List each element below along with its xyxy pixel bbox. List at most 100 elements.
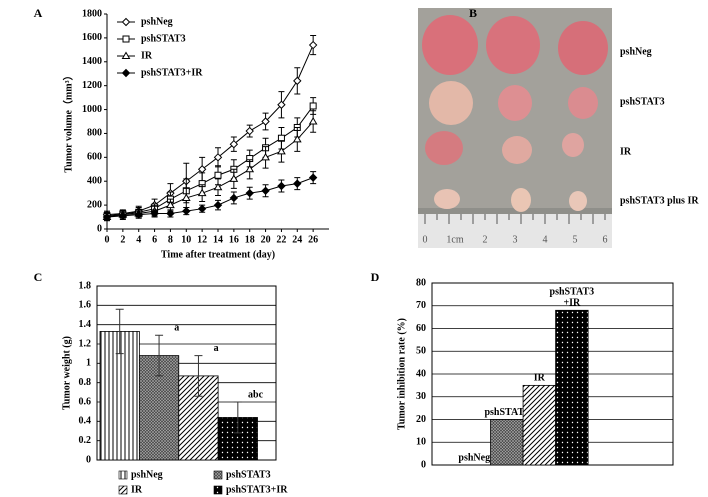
ruler-label: 4 [543,234,548,245]
marker [229,193,239,203]
photo-label: pshSTAT3 plus IR [620,195,699,206]
panel-label: B [469,6,477,20]
marker [213,182,223,191]
legend-marker [121,51,131,59]
x-tick-label: 4 [136,234,141,245]
legend-symbol [121,17,131,27]
marker [150,209,159,218]
y-tick-label: 1800 [82,8,102,19]
legend-label: pshSTAT3 [226,469,271,480]
legend-label: IR [131,484,143,495]
photo [418,8,612,248]
category-label: pshSTAT3 [550,287,595,298]
y-tick-label: 1600 [82,32,102,43]
x-axis-label: Time after treatment (day) [161,249,275,260]
y-tick-label: 1.8 [79,280,92,291]
y-tick-label: 10 [416,437,426,448]
y-axis-label: Tumor volume（mm³） [61,70,74,172]
x-tick-label: 10 [181,234,191,245]
y-tick-label: 1 [86,358,91,369]
marker [261,152,270,161]
error-bar [233,401,242,434]
marker [245,126,254,136]
marker [229,139,239,149]
marker [308,117,318,125]
y-tick-label: 1200 [82,80,102,91]
photo-label: IR [620,146,632,157]
y-tick-label: 400 [87,176,102,187]
marker [213,153,223,162]
series-line [106,105,314,217]
category-label: pshNeg [458,452,490,463]
bar [555,309,589,466]
y-tick-label: 60 [416,323,426,334]
photo-label: pshSTAT3 [620,96,665,107]
marker [197,188,207,197]
y-tick-label: 0.4 [79,416,92,427]
legend-marker [121,17,131,27]
legend-label: pshSTAT3+IR [141,67,203,78]
panel-label: C [34,270,43,284]
marker [309,102,317,110]
y-tick-label: 40 [416,368,426,379]
y-tick-label: 1.4 [79,319,92,330]
x-tick-label: 14 [213,234,223,245]
marker [277,146,286,155]
marker [213,200,223,210]
y-tick-label: 1.6 [79,300,92,311]
x-tick-label: 26 [308,234,318,245]
marker [102,212,112,222]
marker [245,164,255,173]
y-tick-label: 20 [416,414,426,425]
y-tick-label: 1400 [82,56,102,67]
marker [229,174,239,182]
legend-symbol [121,51,131,59]
x-tick-label: 22 [276,234,286,245]
legend-label: pshNeg [131,469,163,480]
x-tick-label: 18 [245,234,255,245]
y-axis-label: Tumor inhibition rate (%) [396,318,407,430]
ruler-label: 0 [423,234,428,245]
panel-label: A [34,6,43,20]
legend-label: pshSTAT3 [141,33,186,44]
panel-label: D [371,270,380,284]
legend-symbol [121,68,131,78]
marker [245,188,254,198]
legend-label: pshSTAT3+IR [226,484,288,495]
marker [166,209,175,218]
y-tick-label: 30 [416,391,426,402]
marker [182,206,191,216]
marker [277,100,286,109]
ruler-label: 2 [483,234,488,245]
x-tick-label: 12 [197,234,207,245]
error-bar [155,334,164,377]
error-bar [115,308,124,355]
bar-note: a [214,343,219,354]
x-tick-label: 2 [120,234,125,245]
x-tick-label: 16 [229,234,239,245]
y-tick-label: 1000 [82,104,102,115]
y-tick-label: 50 [416,346,426,357]
category-label: +IR [563,298,581,309]
x-tick-label: 0 [105,234,110,245]
marker [293,76,302,86]
x-tick-label: 6 [152,234,157,245]
marker [292,134,302,143]
bar [490,419,524,466]
y-tick-label: 80 [416,277,426,288]
legend-marker [122,35,130,43]
marker [181,193,191,201]
y-tick-label: 600 [87,152,102,163]
legend-symbol [122,35,130,43]
x-tick-label: 8 [168,234,173,245]
marker [214,171,222,179]
marker [293,179,302,188]
legend-label: pshNeg [141,16,173,27]
y-tick-label: 0 [421,459,426,470]
marker [261,186,270,195]
photo-label: pshNeg [620,46,652,57]
y-tick-label: 0 [86,454,91,465]
ruler-label: 3 [513,234,518,245]
